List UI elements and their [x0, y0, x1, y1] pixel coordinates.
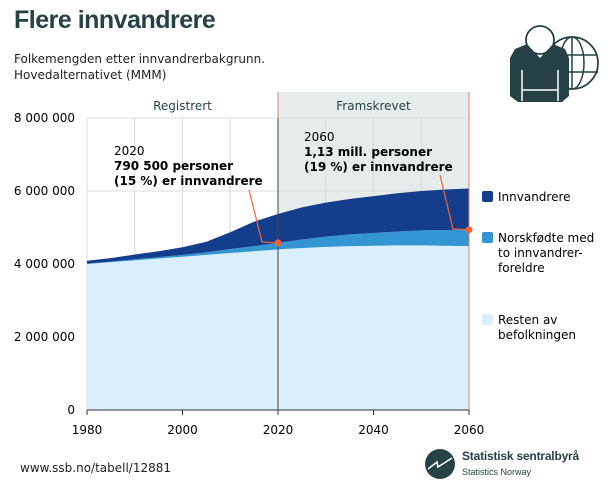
x-tick-label: 2020	[263, 423, 294, 437]
annotation-2060-year: 2060	[304, 130, 335, 144]
annotation-2020-year: 2020	[114, 144, 145, 158]
population-area-chart: Registrert Framskrevet 1980 2000 2020 2040 206…	[14, 92, 594, 437]
annotation-2020-marker	[274, 239, 282, 247]
x-tick-label: 1980	[72, 423, 103, 437]
period-label-registrert: Registrert	[153, 99, 212, 113]
legend-label: befolkningen	[498, 328, 576, 342]
legend-label: foreldre	[498, 261, 545, 275]
y-tick-label: 0	[67, 403, 75, 417]
y-tick-label: 2 000 000	[14, 330, 75, 344]
legend-label: Resten av	[498, 313, 557, 327]
annotation-2020-leader	[248, 189, 279, 244]
annotation-2020-line2: (15 %) er innvandrere	[114, 174, 263, 188]
legend-swatch-resten	[482, 314, 493, 325]
subtitle-line-2: Hovedalternativet (MMM)	[14, 68, 167, 82]
x-tick-label: 2060	[454, 423, 485, 437]
legend-label: Innvandrere	[498, 190, 571, 204]
subtitle-line-1: Folkemengden etter innvandrerbakgrunn.	[14, 52, 266, 66]
annotation-2060-marker	[465, 226, 473, 234]
ssb-logo-icon	[425, 449, 455, 479]
y-tick-label: 4 000 000	[14, 257, 75, 271]
annotation-2060-line1: 1,13 mill. personer	[304, 145, 432, 159]
legend-swatch-norskfodte	[482, 232, 493, 243]
annotation-2060-line2: (19 %) er innvandrere	[304, 160, 453, 174]
source-link[interactable]: www.ssb.no/tabell/12881	[20, 461, 172, 475]
annotation-2020-line1: 790 500 personer	[114, 159, 233, 173]
legend-swatch-innvandrere	[482, 191, 493, 202]
x-tick-label: 2000	[167, 423, 198, 437]
legend-label: Norskfødte med	[498, 231, 594, 245]
legend-label: to innvandrer-	[498, 246, 583, 260]
logo-name: Statistisk sentralbyrå	[462, 449, 579, 463]
chart-title: Flere innvandrere	[14, 6, 216, 34]
period-label-framskrevet: Framskrevet	[336, 99, 411, 113]
logo-subtitle: Statistics Norway	[462, 467, 532, 477]
annotation-2060-leader	[439, 174, 470, 231]
x-tick-label: 2040	[358, 423, 389, 437]
y-tick-label: 6 000 000	[14, 184, 75, 198]
y-tick-label: 8 000 000	[14, 111, 75, 125]
immigrant-globe-icon	[510, 25, 599, 102]
